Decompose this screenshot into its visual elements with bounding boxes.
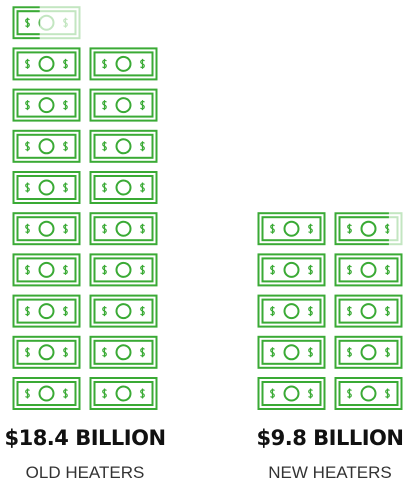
bill-icon bbox=[89, 88, 158, 122]
bill-icon bbox=[89, 253, 158, 287]
bill-icon bbox=[12, 212, 81, 246]
bill-icon bbox=[334, 335, 403, 369]
pictogram bbox=[257, 212, 403, 410]
bill-icon bbox=[12, 88, 81, 122]
bill-icon bbox=[334, 377, 403, 410]
bill-icon bbox=[89, 47, 158, 81]
bill-icon bbox=[89, 335, 158, 369]
bill-icon bbox=[89, 212, 158, 246]
category-label: NEW HEATERS bbox=[268, 463, 391, 482]
value-label: $18.4 BILLION bbox=[4, 426, 165, 450]
bill-icon bbox=[257, 335, 326, 369]
bill-icon bbox=[12, 129, 81, 163]
bill-icon bbox=[257, 253, 326, 287]
bill-icon bbox=[334, 253, 403, 287]
bill-icon bbox=[12, 294, 81, 328]
bill-icon bbox=[12, 171, 81, 204]
value-label: $9.8 BILLION bbox=[257, 426, 404, 450]
bill-icon bbox=[12, 6, 81, 40]
bill-icon bbox=[334, 212, 403, 246]
bill-icon bbox=[257, 212, 326, 246]
bill-icon bbox=[89, 171, 158, 204]
bill-icon bbox=[334, 294, 403, 328]
category-label: OLD HEATERS bbox=[26, 463, 145, 482]
bill-icon bbox=[257, 294, 326, 328]
bill-icon bbox=[257, 377, 326, 410]
bill-icon bbox=[12, 377, 81, 410]
bill-icon bbox=[89, 377, 158, 410]
bill-icon bbox=[12, 335, 81, 369]
bill-icon bbox=[12, 47, 81, 81]
bill-icon bbox=[89, 294, 158, 328]
pictogram bbox=[12, 6, 158, 410]
bill-icon bbox=[12, 253, 81, 287]
bill-icon bbox=[89, 129, 158, 163]
